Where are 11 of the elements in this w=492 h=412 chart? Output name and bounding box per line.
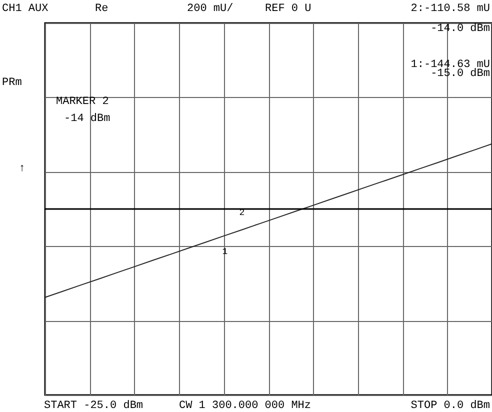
text: CW 1 300.000 000 MHz [178,400,312,412]
text: -14 dBm [64,113,111,125]
text: 2:-110.58 mU [410,3,490,15]
text: 200 mU/ [187,3,234,15]
ref-line-label: REF 0 U [265,3,312,15]
text: Re [95,3,108,15]
text: START -25.0 dBm [44,400,144,412]
text: PRm [2,77,22,89]
text: STOP 0.0 dBm [410,400,490,412]
text: ↑ [18,163,26,175]
text: CH1 AUX [2,3,49,15]
